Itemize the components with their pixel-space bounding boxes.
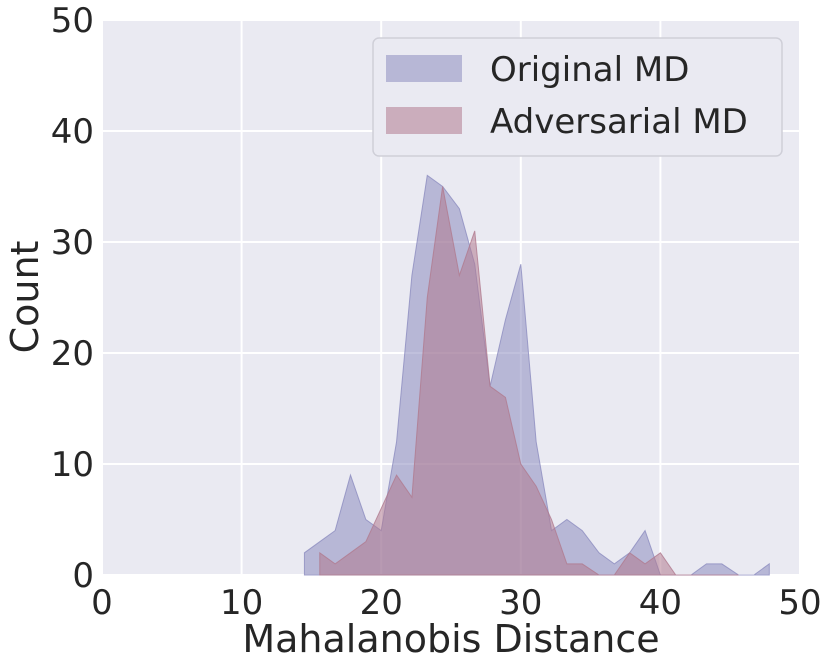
y-tick-label: 10: [51, 445, 94, 485]
x-tick-label: 0: [91, 583, 113, 623]
x-tick-labels: 0 10 20 30 40 50: [91, 583, 821, 623]
y-tick-label: 0: [72, 556, 94, 596]
area-series-adversarial-md: [319, 186, 739, 576]
y-tick-label: 30: [51, 223, 94, 263]
x-axis-label: Mahalanobis Distance: [242, 617, 659, 661]
x-tick-label: 50: [778, 583, 821, 623]
series-areas: [303, 174, 770, 576]
legend-label-original-md: Original MD: [490, 50, 689, 90]
y-tick-labels: 0 10 20 30 40 50: [51, 1, 94, 596]
x-tick-label: 10: [220, 583, 263, 623]
legend: Original MD Adversarial MD: [372, 37, 783, 157]
x-tick-label: 40: [639, 583, 682, 623]
legend-swatch-original-md: [386, 55, 462, 82]
legend-swatch-adversarial-md: [386, 107, 462, 134]
x-tick-label: 20: [360, 583, 403, 623]
x-tick-label: 30: [499, 583, 542, 623]
y-axis-label: Count: [3, 241, 47, 354]
y-tick-label: 50: [51, 1, 94, 41]
legend-frame: [372, 37, 783, 157]
y-tick-label: 40: [51, 112, 94, 152]
y-tick-label: 20: [51, 334, 94, 374]
legend-label-adversarial-md: Adversarial MD: [490, 102, 748, 142]
